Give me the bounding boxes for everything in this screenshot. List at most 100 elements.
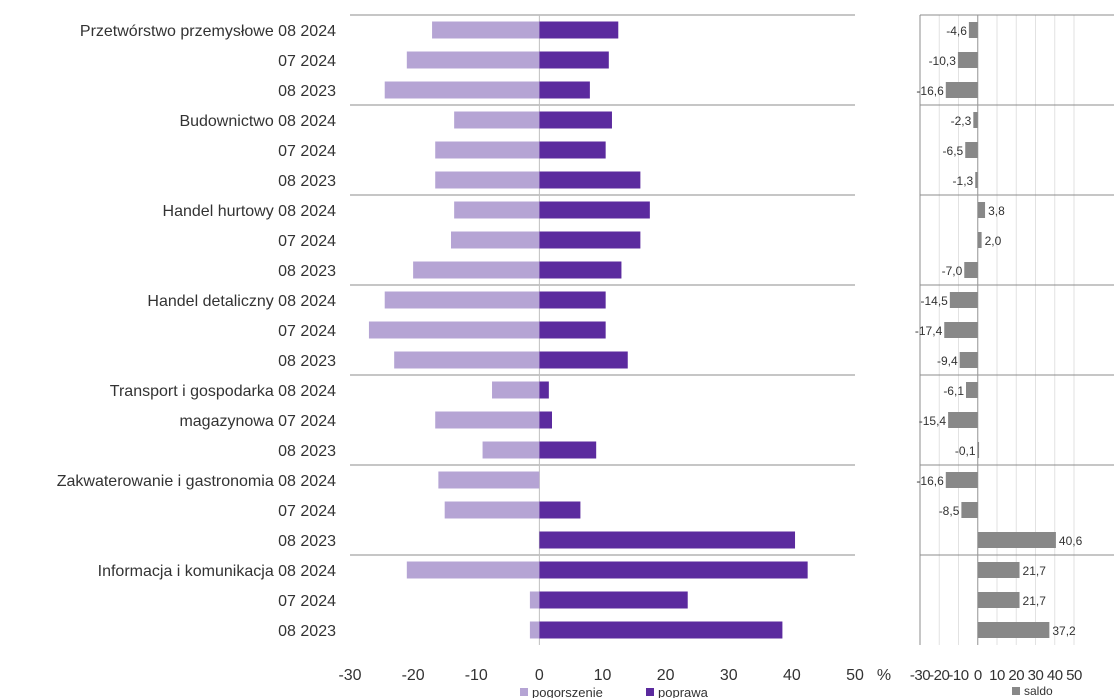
saldo-value-label: -7,0 [942, 264, 963, 278]
bar-poprawa [539, 81, 590, 99]
row-label: 08 2023 [278, 443, 336, 460]
bar-saldo [959, 352, 978, 368]
bar-pogorszenie [394, 351, 540, 369]
bar-pogorszenie [492, 381, 540, 399]
saldo-x-tick-label: -30 [910, 667, 930, 684]
bar-saldo [977, 532, 1056, 548]
bar-saldo [977, 232, 982, 248]
legend-swatch-pogorszenie [520, 688, 528, 696]
bar-saldo [973, 112, 978, 128]
bar-saldo [964, 262, 978, 278]
x-tick-label: 10 [594, 667, 612, 684]
row-label: Budownictwo 08 2024 [179, 113, 336, 130]
x-tick-label: -30 [338, 667, 361, 684]
saldo-x-tick-label: -10 [948, 667, 968, 684]
bar-poprawa [539, 411, 552, 429]
bar-poprawa [539, 261, 622, 279]
bar-saldo [968, 22, 978, 38]
row-label: 07 2024 [278, 503, 336, 520]
saldo-value-label: -2,3 [951, 114, 972, 128]
bar-saldo [949, 292, 978, 308]
saldo-value-label: -9,4 [937, 354, 958, 368]
bar-pogorszenie [435, 411, 540, 429]
bar-pogorszenie [438, 471, 540, 489]
bar-saldo [961, 502, 978, 518]
x-tick-label: 50 [846, 667, 864, 684]
bar-saldo [965, 142, 978, 158]
saldo-x-tick-label: 0 [974, 667, 982, 684]
saldo-value-label: -6,1 [943, 384, 964, 398]
bar-saldo [944, 322, 978, 338]
row-label: 07 2024 [278, 323, 336, 340]
row-label: Handel hurtowy 08 2024 [163, 203, 337, 220]
bar-poprawa [539, 561, 808, 579]
bar-pogorszenie [384, 81, 540, 99]
bar-saldo [945, 82, 978, 98]
saldo-value-label: -16,6 [916, 84, 944, 98]
bar-poprawa [539, 141, 606, 159]
bar-pogorszenie [444, 501, 540, 519]
saldo-value-label: -4,6 [946, 24, 967, 38]
row-label: 07 2024 [278, 593, 336, 610]
bar-poprawa [539, 321, 606, 339]
bar-saldo [977, 622, 1050, 638]
bar-poprawa [539, 591, 688, 609]
bar-pogorszenie [435, 141, 540, 159]
row-label: 08 2023 [278, 533, 336, 550]
bar-pogorszenie [454, 201, 540, 219]
row-label: 08 2023 [278, 623, 336, 640]
bar-pogorszenie [384, 291, 540, 309]
bar-pogorszenie [413, 261, 540, 279]
x-tick-label: 40 [783, 667, 801, 684]
row-label: magazynowa 07 2024 [179, 413, 336, 430]
saldo-value-label: 37,2 [1052, 624, 1076, 638]
saldo-x-tick-label: 20 [1008, 667, 1024, 684]
saldo-value-label: -1,3 [953, 174, 974, 188]
bar-saldo [975, 172, 978, 188]
saldo-x-tick-label: 30 [1028, 667, 1044, 684]
saldo-value-label: -10,3 [929, 54, 957, 68]
saldo-x-tick-label: -20 [929, 667, 949, 684]
x-tick-label: 20 [657, 667, 675, 684]
x-tick-label: -10 [465, 667, 488, 684]
row-label: Przetwórstwo przemysłowe 08 2024 [80, 23, 336, 40]
legend-label-saldo: saldo [1024, 684, 1053, 698]
x-tick-label: 0 [535, 667, 544, 684]
bar-saldo [977, 202, 986, 218]
bar-pogorszenie [482, 441, 540, 459]
row-label: 08 2023 [278, 263, 336, 280]
saldo-value-label: -17,4 [915, 324, 943, 338]
x-unit-label: % [877, 667, 891, 684]
bar-pogorszenie [451, 231, 540, 249]
bar-poprawa [539, 531, 796, 549]
legend-label-pogorszenie: pogorszenie [532, 685, 603, 698]
row-label: 07 2024 [278, 53, 336, 70]
saldo-value-label: -16,6 [916, 474, 944, 488]
bar-poprawa [539, 621, 783, 639]
saldo-value-label: 2,0 [985, 234, 1002, 248]
row-label: Zakwaterowanie i gastronomia 08 2024 [57, 473, 336, 490]
bar-pogorszenie [368, 321, 540, 339]
bar-poprawa [539, 381, 549, 399]
bar-pogorszenie [435, 171, 540, 189]
saldo-value-label: 21,7 [1023, 594, 1047, 608]
bar-pogorszenie [454, 111, 540, 129]
saldo-value-label: 21,7 [1023, 564, 1047, 578]
row-label: 08 2023 [278, 173, 336, 190]
saldo-value-label: -0,1 [955, 444, 976, 458]
bar-saldo [977, 592, 1020, 608]
bar-poprawa [539, 441, 597, 459]
bar-poprawa [539, 231, 641, 249]
bar-pogorszenie [529, 591, 540, 609]
row-label: Informacja i komunikacja 08 2024 [98, 563, 336, 580]
saldo-value-label: 3,8 [988, 204, 1005, 218]
saldo-value-label: -15,4 [919, 414, 947, 428]
row-label: 07 2024 [278, 233, 336, 250]
saldo-x-tick-label: 40 [1047, 667, 1063, 684]
legend-swatch-saldo [1012, 687, 1020, 695]
saldo-x-tick-label: 10 [989, 667, 1005, 684]
bar-poprawa [539, 171, 641, 189]
bar-poprawa [539, 291, 606, 309]
